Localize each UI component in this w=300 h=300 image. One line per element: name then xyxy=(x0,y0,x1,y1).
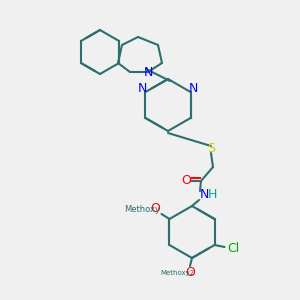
Text: Methoxy2: Methoxy2 xyxy=(160,270,194,276)
Text: H: H xyxy=(207,188,217,200)
Text: Cl: Cl xyxy=(227,242,240,256)
Text: S: S xyxy=(207,142,215,155)
Text: O: O xyxy=(151,202,160,215)
Text: N: N xyxy=(189,82,198,95)
Text: N: N xyxy=(138,82,147,95)
Text: O: O xyxy=(185,266,195,280)
Text: O: O xyxy=(181,175,191,188)
Text: N: N xyxy=(143,65,153,79)
Text: N: N xyxy=(199,188,209,200)
Text: Methoxy: Methoxy xyxy=(124,205,160,214)
